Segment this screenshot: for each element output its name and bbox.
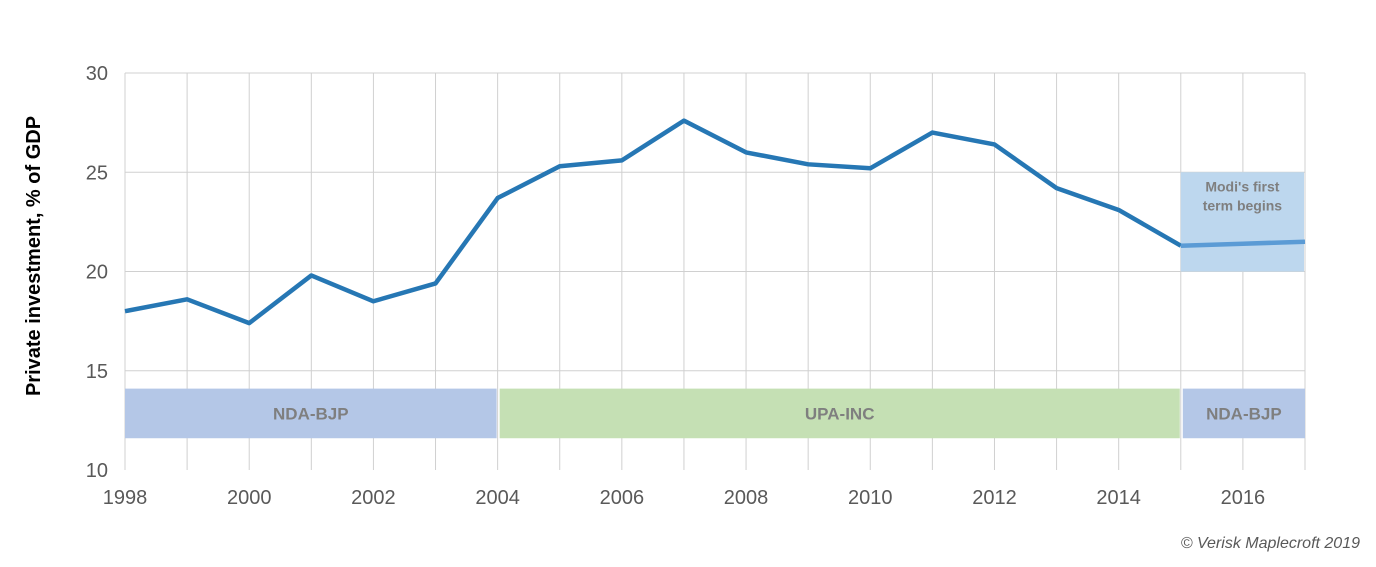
x-tick-label: 2000 [227, 487, 272, 509]
y-tick-label: 10 [86, 460, 108, 482]
x-tick-label: 2008 [724, 487, 769, 509]
band-label: UPA-INC [805, 404, 875, 423]
series-line-modi-term [1180, 239, 1306, 248]
band-upa-inc: UPA-INC [499, 388, 1180, 439]
y-tick-label: 15 [86, 361, 108, 383]
annotation-text: term begins [1203, 197, 1283, 213]
x-tick-label: 2010 [848, 487, 893, 509]
y-tick-label: 30 [86, 63, 108, 85]
x-tick-label: 2014 [1096, 487, 1141, 509]
x-axis-ticks: 1998 2000 2002 2004 2006 2008 2010 2012 2014 2016 [103, 487, 1265, 509]
x-tick-label: 1998 [103, 487, 148, 509]
annotation-box [1180, 172, 1304, 272]
x-tick-label: 2002 [351, 487, 396, 509]
investment-line [124, 118, 1306, 326]
y-axis-ticks: 10 15 20 25 30 [86, 63, 108, 482]
band-label: NDA-BJP [1206, 404, 1282, 423]
government-bands: NDA-BJP UPA-INC NDA-BJP [125, 388, 1305, 439]
band-label: NDA-BJP [273, 404, 349, 423]
y-axis-label: Private investment, % of GDP [23, 116, 45, 396]
band-nda-bjp: NDA-BJP [125, 388, 497, 439]
x-tick-label: 2004 [475, 487, 520, 509]
x-tick-label: 2006 [600, 487, 645, 509]
x-tick-label: 2012 [972, 487, 1017, 509]
copyright-credit: © Verisk Maplecroft 2019 [1180, 535, 1360, 552]
y-tick-label: 20 [86, 262, 108, 284]
y-tick-label: 25 [86, 162, 108, 184]
annotation-text: Modi's first [1205, 178, 1279, 194]
modi-term-annotation: Modi's first term begins [1180, 172, 1304, 272]
band-nda-bjp: NDA-BJP [1182, 388, 1305, 439]
series-line [124, 118, 1182, 326]
x-tick-label: 2016 [1221, 487, 1266, 509]
